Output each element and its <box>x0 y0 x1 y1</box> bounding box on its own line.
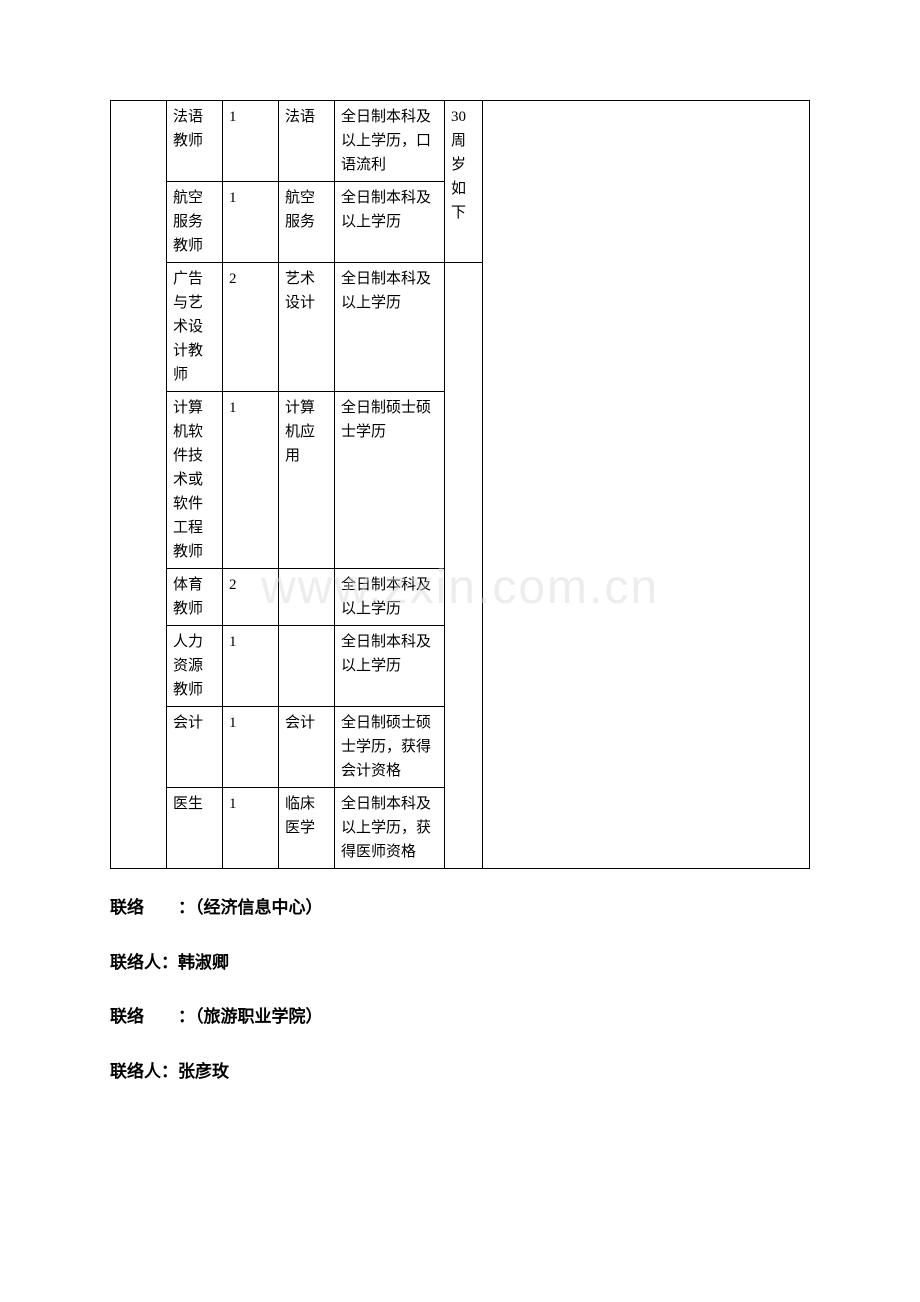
contact-line: 联络 ：（旅游职业学院） <box>110 1002 810 1033</box>
cell-position: 会计 <box>167 707 223 788</box>
contact-value: （旅游职业学院） <box>195 1007 323 1026</box>
cell-requirement: 全日制硕士硕士学历 <box>335 392 445 569</box>
cell-group <box>111 101 167 869</box>
cell-major <box>279 569 335 626</box>
cell-age: 30周岁如下 <box>445 101 483 263</box>
cell-major: 法语 <box>279 101 335 182</box>
cell-blank <box>483 101 810 869</box>
page-container: www.zxin.com.cn 法语教师 1 法语 全日制本科及以上学历，口语流… <box>0 0 920 1147</box>
contact-label: 联络 ： <box>110 898 195 917</box>
cell-count: 1 <box>223 707 279 788</box>
cell-count: 1 <box>223 626 279 707</box>
contact-line: 联络人：韩淑卿 <box>110 948 810 979</box>
cell-major: 会计 <box>279 707 335 788</box>
cell-position: 航空服务教师 <box>167 182 223 263</box>
cell-requirement: 全日制本科及以上学历，获得医师资格 <box>335 788 445 869</box>
cell-major: 航空服务 <box>279 182 335 263</box>
cell-requirement: 全日制本科及以上学历 <box>335 182 445 263</box>
cell-position: 人力资源教师 <box>167 626 223 707</box>
cell-count: 1 <box>223 392 279 569</box>
recruitment-table: 法语教师 1 法语 全日制本科及以上学历，口语流利 30周岁如下 航空服务教师 … <box>110 100 810 869</box>
cell-count: 1 <box>223 101 279 182</box>
cell-requirement: 全日制本科及以上学历 <box>335 626 445 707</box>
cell-requirement: 全日制本科及以上学历 <box>335 263 445 392</box>
cell-requirement: 全日制硕士硕士学历，获得会计资格 <box>335 707 445 788</box>
contact-value: 张彦玫 <box>178 1062 229 1081</box>
contact-line: 联络人：张彦玫 <box>110 1057 810 1088</box>
cell-requirement: 全日制本科及以上学历 <box>335 569 445 626</box>
cell-count: 2 <box>223 569 279 626</box>
cell-position: 计算机软件技术或软件工程教师 <box>167 392 223 569</box>
contact-line: 联络 ：（经济信息中心） <box>110 893 810 924</box>
contact-value: 韩淑卿 <box>178 953 229 972</box>
cell-position: 广告与艺术设计教师 <box>167 263 223 392</box>
cell-major: 艺术设计 <box>279 263 335 392</box>
table-row: 法语教师 1 法语 全日制本科及以上学历，口语流利 30周岁如下 <box>111 101 810 182</box>
cell-count: 2 <box>223 263 279 392</box>
cell-major: 计算机应用 <box>279 392 335 569</box>
contact-label: 联络人： <box>110 1062 178 1081</box>
cell-major <box>279 626 335 707</box>
cell-age-empty <box>445 263 483 869</box>
cell-position: 医生 <box>167 788 223 869</box>
cell-position: 法语教师 <box>167 101 223 182</box>
cell-position: 体育教师 <box>167 569 223 626</box>
cell-count: 1 <box>223 182 279 263</box>
cell-requirement: 全日制本科及以上学历，口语流利 <box>335 101 445 182</box>
contact-label: 联络人： <box>110 953 178 972</box>
contact-label: 联络 ： <box>110 1007 195 1026</box>
cell-major: 临床医学 <box>279 788 335 869</box>
cell-count: 1 <box>223 788 279 869</box>
contact-value: （经济信息中心） <box>195 898 323 917</box>
